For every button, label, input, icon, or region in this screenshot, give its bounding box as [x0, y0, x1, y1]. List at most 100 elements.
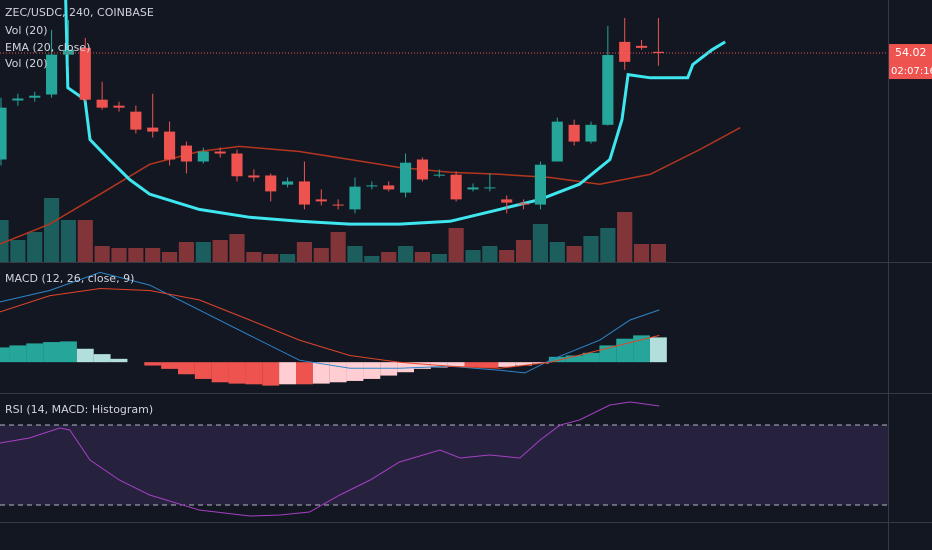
candle-body [248, 175, 260, 178]
macd-histogram-bar [110, 358, 128, 363]
volume-bar [195, 242, 211, 262]
macd-histogram-bar [346, 362, 364, 381]
volume-bar [532, 224, 549, 262]
candle-body [551, 121, 563, 162]
candle-body [518, 203, 530, 205]
signal-line [0, 287, 660, 369]
macd-histogram-bar [245, 362, 263, 385]
volume-bar [279, 254, 296, 262]
candle-body [450, 174, 462, 200]
candle-body [501, 199, 513, 203]
volume-bar [145, 248, 161, 262]
labels: ZEC/USDC, 240, COINBASE Vol (20) EMA (20… [5, 6, 932, 416]
volume-bar [77, 220, 93, 262]
macd-histogram-bar [582, 352, 600, 363]
volume-bar [347, 246, 363, 262]
candle-body [46, 54, 58, 95]
candle-body [416, 159, 428, 180]
volume-bar [10, 240, 26, 262]
candle-body [164, 131, 176, 160]
volume-bar [229, 234, 245, 262]
volume-bar [161, 252, 178, 262]
candle-body [568, 124, 580, 142]
last-price-label: 54.02 [895, 46, 927, 59]
candle-body [635, 45, 648, 48]
candle-body [400, 162, 412, 193]
candle-body [366, 185, 378, 187]
volume-bar [549, 242, 565, 262]
last-price-box [889, 44, 932, 63]
volume-bar [633, 244, 650, 262]
price-pane [0, 0, 888, 262]
countdown-box [889, 62, 932, 80]
volume-bar [27, 232, 43, 262]
legend-entry: Vol (20) [5, 24, 48, 37]
volume-bar [313, 248, 329, 262]
candle-body [214, 151, 226, 154]
volume-bar [448, 228, 464, 262]
volume-bar [263, 254, 279, 262]
macd-histogram-bar [515, 362, 532, 366]
macd-histogram-bar [447, 362, 465, 367]
volume-bar [465, 250, 481, 262]
candle-body [602, 55, 614, 125]
macd-histogram-bar [9, 345, 27, 363]
candle-body [147, 127, 159, 132]
macd-histogram-bar [60, 341, 77, 363]
macd-histogram-bar [413, 362, 431, 369]
candle-body [12, 98, 24, 101]
candle-body [79, 47, 91, 100]
macd-histogram-bar [211, 362, 229, 383]
volume-bar [617, 212, 633, 262]
macd-histogram-bar [498, 362, 516, 367]
candle-body [197, 151, 209, 162]
macd-title: MACD (12, 26, close, 9) [5, 272, 134, 285]
volume-bar [381, 252, 397, 262]
macd-histogram-bar [531, 362, 549, 364]
indicator-line [0, 126, 741, 245]
candle-body [29, 95, 41, 98]
candle-body [113, 105, 125, 108]
volume-bar [431, 254, 447, 262]
macd-histogram-bar [397, 362, 414, 373]
rsi-line [0, 401, 660, 517]
macd-histogram-bar [565, 355, 583, 363]
volume-bar [515, 240, 532, 262]
volume-bar [0, 220, 9, 262]
volume-bar [43, 198, 60, 262]
rsi-title: RSI (14, MACD: Histogram) [5, 403, 153, 416]
macd-histogram-bar [76, 348, 94, 363]
candle-body [619, 41, 631, 62]
macd-histogram-bar [363, 362, 381, 379]
macd-histogram-bar [0, 347, 10, 363]
macd-histogram-bar [93, 354, 111, 363]
volume-bar [60, 220, 77, 262]
countdown-label: 02:07:16 [891, 66, 932, 77]
volume-bar [583, 236, 599, 262]
macd-histogram-bar [464, 362, 482, 368]
macd-histogram-bar [633, 335, 650, 363]
macd-histogram-bar [43, 342, 61, 363]
symbol-title: ZEC/USDC, 240, COINBASE [5, 6, 154, 19]
candle-body [231, 153, 243, 177]
macd-histogram-bar [279, 362, 296, 385]
macd-histogram-bar [380, 362, 398, 376]
candle-body [315, 199, 327, 202]
volume-bar [212, 240, 228, 262]
candle-body [332, 204, 344, 206]
candle-body [96, 99, 108, 108]
volume-bar [482, 246, 498, 262]
candle-body [298, 181, 310, 205]
macd-histogram-bar [161, 362, 179, 369]
macd-histogram-bar [194, 362, 212, 379]
macd-histogram-bar [26, 343, 44, 363]
legend-entry: EMA (20, close) [5, 41, 90, 54]
candle-body [180, 145, 192, 162]
volume-bar [111, 248, 127, 262]
candle-body [130, 111, 142, 130]
volume-bar [178, 242, 195, 262]
macd-histogram-bar [312, 362, 330, 384]
